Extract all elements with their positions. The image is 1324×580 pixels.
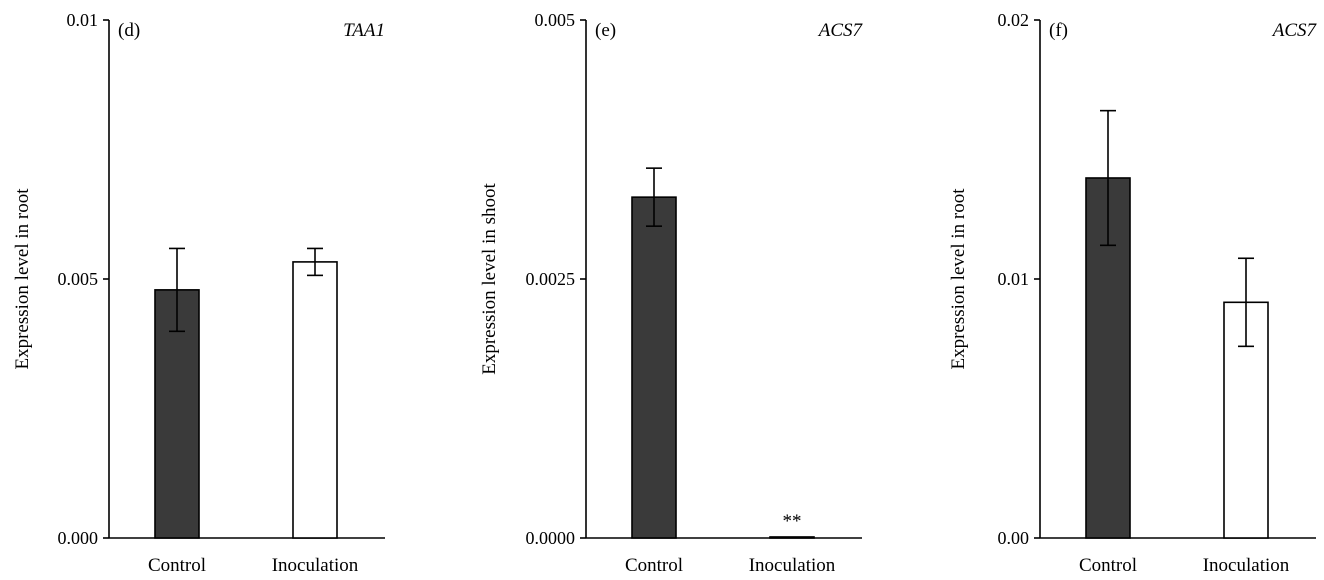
significance-mark: ** <box>783 511 802 532</box>
x-tick-label: Control <box>1079 555 1137 576</box>
panel-label: (f) <box>1049 20 1068 41</box>
bar-control <box>631 196 677 539</box>
panel-label: (d) <box>118 20 140 41</box>
y-tick-label: 0.01 <box>67 10 99 30</box>
gene-name: TAA1 <box>343 20 385 41</box>
y-axis-label: Expression level in root <box>948 188 969 370</box>
y-tick-label: 0.01 <box>998 269 1030 289</box>
y-tick-label: 0.0025 <box>526 269 576 289</box>
y-tick-label: 0.005 <box>535 10 576 30</box>
x-tick-label: Inoculation <box>272 555 359 576</box>
y-axis-label: Expression level in shoot <box>479 183 500 375</box>
x-tick-label: Control <box>625 555 683 576</box>
y-tick-label: 0.0000 <box>526 528 576 548</box>
bar-inoculation <box>292 261 338 539</box>
chart-panel-1: 0.0000 0.0025 0.005 Expression level in sho… <box>479 10 863 576</box>
x-tick-label: Control <box>148 555 206 576</box>
x-tick-label: Inoculation <box>749 555 836 576</box>
y-tick-label: 0.00 <box>998 528 1030 548</box>
y-tick-label: 0.005 <box>58 269 99 289</box>
chart-panel-2: 0.00 0.01 0.02 Expression level in root (f) A… <box>948 10 1317 576</box>
gene-name: ACS7 <box>1271 20 1318 41</box>
x-tick-label: Inoculation <box>1203 555 1290 576</box>
chart-panel-0: 0.000 0.005 0.01 Expression level in root (d… <box>12 10 385 576</box>
panel-label: (e) <box>595 20 616 41</box>
y-tick-label: 0.02 <box>998 10 1030 30</box>
y-tick-label: 0.000 <box>58 528 99 548</box>
bar-inoculation <box>769 536 815 539</box>
gene-name: ACS7 <box>817 20 864 41</box>
y-axis-label: Expression level in root <box>12 188 33 370</box>
